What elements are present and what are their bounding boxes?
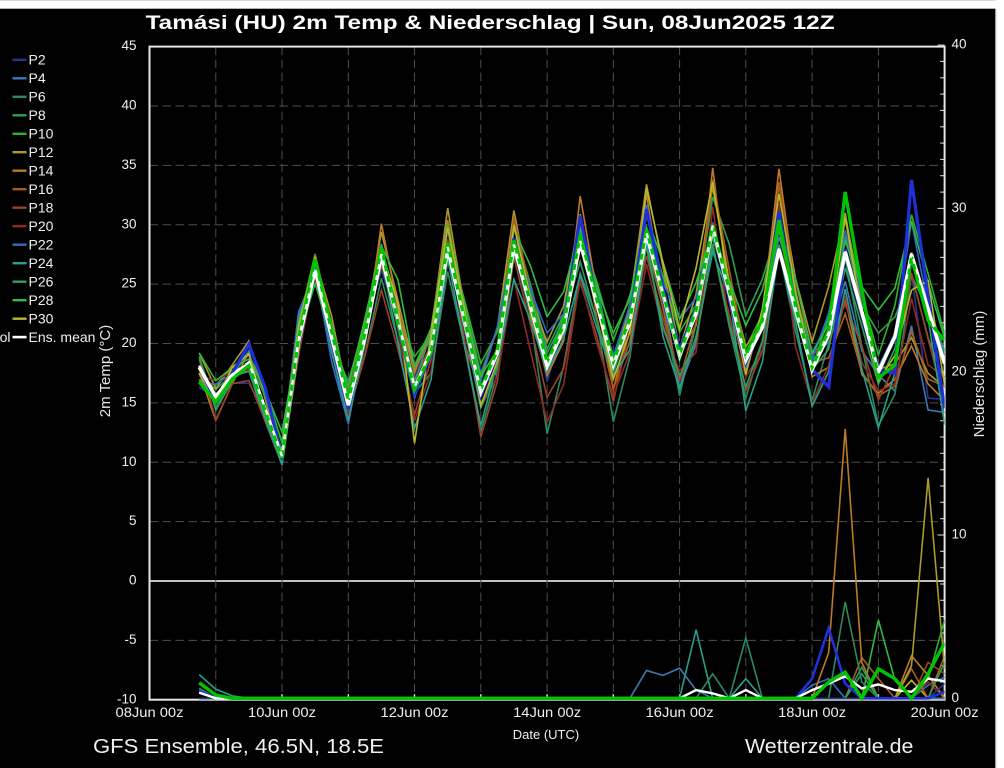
svg-text:08Jun 00z: 08Jun 00z: [116, 704, 184, 720]
svg-text:P18: P18: [29, 200, 54, 216]
svg-text:30: 30: [121, 216, 136, 231]
svg-text:P24: P24: [29, 255, 54, 271]
svg-text:25: 25: [121, 276, 136, 291]
svg-text:35: 35: [121, 157, 136, 172]
svg-text:40: 40: [121, 98, 136, 113]
svg-text:5: 5: [129, 513, 137, 528]
svg-text:10: 10: [952, 527, 967, 542]
svg-text:Tamási (HU) 2m Temp & Nieder: Tamási (HU) 2m Temp & Niederschlag | Sun…: [146, 13, 835, 34]
svg-text:10Jun 00z: 10Jun 00z: [248, 704, 316, 720]
svg-text:14Jun 00z: 14Jun 00z: [513, 704, 581, 720]
svg-text:P10: P10: [29, 126, 54, 142]
svg-text:20Jun 00z: 20Jun 00z: [911, 704, 979, 720]
svg-text:P14: P14: [29, 163, 54, 179]
svg-text:2m Temp (°C): 2m Temp (°C): [97, 325, 114, 417]
svg-text:-5: -5: [124, 632, 136, 647]
svg-text:45: 45: [121, 38, 136, 53]
svg-text:P8: P8: [29, 107, 46, 123]
svg-text:0: 0: [129, 573, 137, 588]
svg-text:P6: P6: [29, 89, 46, 105]
svg-text:P12: P12: [29, 144, 54, 160]
svg-text:30: 30: [952, 200, 967, 215]
svg-text:P26: P26: [29, 274, 54, 290]
svg-text:Date (UTC): Date (UTC): [513, 727, 579, 742]
svg-text:12Jun 00z: 12Jun 00z: [381, 704, 449, 720]
svg-text:0: 0: [952, 690, 960, 705]
svg-text:-10: -10: [117, 691, 137, 706]
svg-text:P4: P4: [29, 70, 46, 86]
svg-text:16Jun 00z: 16Jun 00z: [646, 704, 714, 720]
svg-text:P28: P28: [29, 292, 54, 308]
svg-text:P22: P22: [29, 237, 54, 253]
svg-text:18Jun 00z: 18Jun 00z: [778, 704, 846, 720]
svg-text:GFS Ensemble, 46.5N, 18.5E: GFS Ensemble, 46.5N, 18.5E: [93, 736, 384, 758]
svg-text:15: 15: [121, 395, 136, 410]
svg-text:ol: ol: [0, 329, 11, 345]
svg-text:P20: P20: [29, 218, 54, 234]
svg-text:Niederschlag (mm): Niederschlag (mm): [971, 311, 988, 438]
svg-text:Ens. mean: Ens. mean: [29, 329, 96, 345]
svg-text:P16: P16: [29, 181, 54, 197]
svg-text:20: 20: [952, 363, 967, 378]
svg-text:10: 10: [121, 454, 136, 469]
svg-text:P2: P2: [29, 52, 46, 68]
svg-text:20: 20: [121, 335, 136, 350]
svg-text:Wetterzentrale.de: Wetterzentrale.de: [745, 736, 913, 758]
svg-text:40: 40: [952, 37, 967, 52]
svg-text:P30: P30: [29, 311, 54, 327]
